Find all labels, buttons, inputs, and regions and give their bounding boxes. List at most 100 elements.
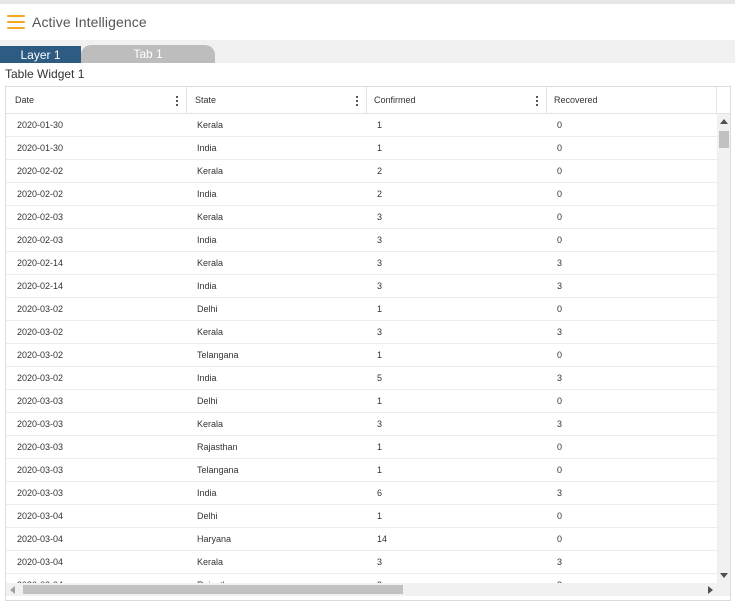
table-row[interactable]: 2020-02-14 India 3 3: [6, 275, 717, 298]
table-row[interactable]: 2020-03-04 Delhi 1 0: [6, 505, 717, 528]
table-row[interactable]: 2020-03-02 Kerala 3 3: [6, 321, 717, 344]
table-widget: Date State Confirmed Recovered 2020-01-3…: [5, 86, 731, 601]
cell-confirmed: 2: [377, 189, 383, 199]
cell-state: Delhi: [197, 304, 218, 314]
table-row[interactable]: 2020-01-30 India 1 0: [6, 137, 717, 160]
cell-date: 2020-02-03: [17, 212, 64, 222]
column-separator[interactable]: [546, 87, 547, 114]
table-row[interactable]: 2020-03-03 Kerala 3 3: [6, 413, 717, 436]
table-row[interactable]: 2020-02-02 Kerala 2 0: [6, 160, 717, 183]
scroll-down-arrow-icon[interactable]: [720, 573, 728, 578]
cell-recovered: 0: [557, 143, 563, 153]
table-body: 2020-01-30 Kerala 1 0 2020-01-30 India 1 0 2020-…: [6, 114, 717, 583]
column-header-date[interactable]: Date: [15, 95, 35, 105]
hamburger-menu-icon[interactable]: [7, 15, 25, 29]
cell-confirmed: 14: [377, 534, 388, 544]
cell-date: 2020-01-30: [17, 120, 64, 130]
cell-recovered: 3: [557, 373, 563, 383]
cell-recovered: 3: [557, 281, 563, 291]
header-filler: [717, 87, 730, 114]
cell-state: India: [197, 235, 217, 245]
table-row[interactable]: 2020-03-04 Kerala 3 3: [6, 551, 717, 574]
cell-confirmed: 1: [377, 120, 383, 130]
horizontal-scrollbar[interactable]: [6, 583, 717, 596]
column-separator[interactable]: [366, 87, 367, 114]
cell-date: 2020-03-03: [17, 442, 64, 452]
table-row[interactable]: 2020-03-02 Delhi 1 0: [6, 298, 717, 321]
table-row[interactable]: 2020-02-03 Kerala 3 0: [6, 206, 717, 229]
scroll-right-arrow-icon[interactable]: [708, 586, 713, 594]
cell-recovered: 3: [557, 327, 563, 337]
table-row[interactable]: 2020-03-03 Delhi 1 0: [6, 390, 717, 413]
table-row[interactable]: 2020-02-03 India 3 0: [6, 229, 717, 252]
cell-recovered: 0: [557, 120, 563, 130]
cell-date: 2020-02-14: [17, 281, 64, 291]
cell-date: 2020-03-04: [17, 557, 64, 567]
table-row[interactable]: 2020-03-03 Rajasthan 1 0: [6, 436, 717, 459]
cell-date: 2020-03-03: [17, 465, 64, 475]
cell-state: Delhi: [197, 511, 218, 521]
column-header-recovered[interactable]: Recovered: [554, 95, 598, 105]
cell-date: 2020-03-02: [17, 373, 64, 383]
top-border: [0, 0, 735, 4]
table-row[interactable]: 2020-01-30 Kerala 1 0: [6, 114, 717, 137]
cell-confirmed: 1: [377, 396, 383, 406]
tab-bar: Layer 1 Tab 1: [0, 40, 735, 63]
table-row[interactable]: 2020-03-03 India 6 3: [6, 482, 717, 505]
tab-tab-1[interactable]: Tab 1: [81, 45, 215, 63]
table-row[interactable]: 2020-02-02 India 2 0: [6, 183, 717, 206]
table-row[interactable]: 2020-03-04 Rajasthan 2 3: [6, 574, 717, 583]
vertical-scrollbar[interactable]: [717, 114, 730, 583]
cell-recovered: 0: [557, 235, 563, 245]
cell-confirmed: 1: [377, 511, 383, 521]
cell-recovered: 0: [557, 442, 563, 452]
cell-confirmed: 1: [377, 143, 383, 153]
cell-state: Kerala: [197, 212, 224, 222]
column-separator[interactable]: [716, 87, 717, 114]
cell-confirmed: 3: [377, 212, 383, 222]
cell-state: Kerala: [197, 166, 224, 176]
vertical-scroll-thumb[interactable]: [719, 131, 729, 148]
cell-state: Kerala: [197, 120, 224, 130]
cell-recovered: 3: [557, 419, 563, 429]
cell-date: 2020-02-03: [17, 235, 64, 245]
cell-confirmed: 3: [377, 235, 383, 245]
table-row[interactable]: 2020-03-03 Telangana 1 0: [6, 459, 717, 482]
column-header-state[interactable]: State: [195, 95, 217, 105]
table-row[interactable]: 2020-03-02 Telangana 1 0: [6, 344, 717, 367]
cell-date: 2020-03-03: [17, 396, 64, 406]
cell-recovered: 3: [557, 258, 563, 268]
cell-date: 2020-03-02: [17, 304, 64, 314]
cell-recovered: 3: [557, 574, 562, 583]
horizontal-scroll-thumb[interactable]: [23, 585, 403, 594]
cell-recovered: 3: [557, 488, 563, 498]
cell-confirmed: 1: [377, 350, 383, 360]
cell-recovered: 0: [557, 189, 563, 199]
tab-layer-1[interactable]: Layer 1: [0, 46, 81, 63]
cell-state: Telangana: [197, 465, 239, 475]
scrollbar-corner: [717, 583, 730, 596]
cell-state: Haryana: [197, 534, 232, 544]
column-separator[interactable]: [186, 87, 187, 114]
column-menu-icon[interactable]: [176, 96, 179, 107]
cell-date: 2020-02-14: [17, 258, 64, 268]
cell-confirmed: 3: [377, 327, 383, 337]
widget-title: Table Widget 1: [5, 67, 85, 81]
cell-confirmed: 1: [377, 304, 383, 314]
cell-state: Kerala: [197, 419, 224, 429]
table-row[interactable]: 2020-02-14 Kerala 3 3: [6, 252, 717, 275]
scroll-up-arrow-icon[interactable]: [720, 119, 728, 124]
cell-state: India: [197, 143, 217, 153]
table-row[interactable]: 2020-03-02 India 5 3: [6, 367, 717, 390]
cell-confirmed: 5: [377, 373, 383, 383]
column-menu-icon[interactable]: [536, 96, 539, 107]
table-row[interactable]: 2020-03-04 Haryana 14 0: [6, 528, 717, 551]
cell-state: India: [197, 281, 217, 291]
scroll-left-arrow-icon[interactable]: [10, 586, 15, 594]
cell-state: India: [197, 488, 217, 498]
cell-confirmed: 3: [377, 419, 383, 429]
column-menu-icon[interactable]: [356, 96, 359, 107]
cell-confirmed: 3: [377, 557, 383, 567]
column-header-confirmed[interactable]: Confirmed: [374, 95, 416, 105]
